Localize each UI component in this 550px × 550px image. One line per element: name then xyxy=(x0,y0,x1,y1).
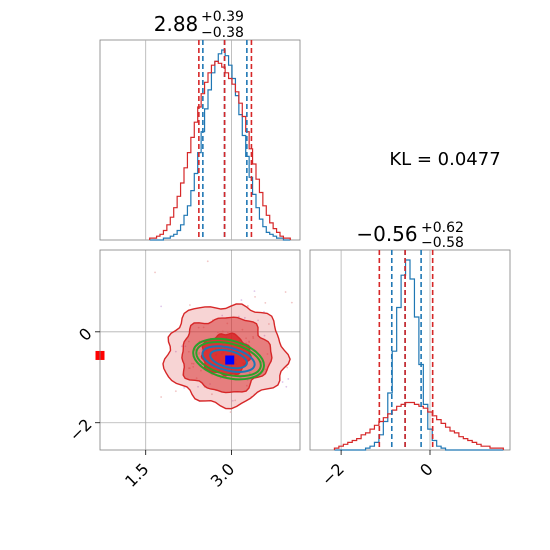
marginal-1-frame xyxy=(99,39,301,241)
joint-gaussian-ellipse xyxy=(201,345,256,373)
marginal-1-quantile-lines xyxy=(198,40,253,240)
joint-scatter-point xyxy=(263,334,266,337)
marginal-1-title: 2.88 xyxy=(154,12,199,36)
joint-scatter-point xyxy=(160,305,163,308)
marginal-2-title-upper: +0.62 xyxy=(421,220,464,236)
joint-scatter-point xyxy=(180,345,183,348)
marginal-1-hist-series-2 xyxy=(149,60,291,240)
joint-scatter-point xyxy=(221,314,224,317)
joint-scatter-point xyxy=(160,396,163,398)
joint-scatter-point xyxy=(154,271,156,274)
marginal-2-title-value: −0.56 xyxy=(356,222,417,246)
joint-scatter-point xyxy=(257,319,260,322)
joint-panel: 1.5 3.0 0 −2 xyxy=(66,249,360,491)
joint-scatter-point xyxy=(189,304,191,306)
kl-label: KL = 0.0477 xyxy=(389,149,500,170)
joint-gaussian-ellipse xyxy=(195,341,262,378)
joint-scatter-point xyxy=(253,290,256,293)
joint-xtick-label: 3.0 xyxy=(207,459,238,490)
marginal-2-grid xyxy=(340,250,431,450)
joint-scatter-point xyxy=(254,295,256,298)
joint-scatter-point xyxy=(287,378,290,380)
joint-ytick-label: 0 xyxy=(75,324,96,345)
marginal-1-panel: 2.88 +0.39 −0.38 xyxy=(99,9,301,241)
joint-gaussian-ellipse xyxy=(192,337,265,381)
joint-scatter-point xyxy=(285,385,288,388)
joint-x-ticks: 1.5 3.0 xyxy=(121,450,238,491)
marginal-1-title-value: 2.88 xyxy=(154,12,199,36)
marginal-2-hist-series-2 xyxy=(333,401,504,450)
joint-scatter-point xyxy=(237,315,240,318)
joint-gaussian-ellipses xyxy=(192,337,265,381)
marginal-2-xtick-label: −2 xyxy=(318,459,348,489)
joint-scatter-point xyxy=(174,350,177,353)
joint-y-ticks: 0 −2 xyxy=(66,324,100,445)
marginal-2-title-lower: −0.58 xyxy=(421,235,464,251)
joint-scatter-point xyxy=(304,396,306,398)
joint-scatter-point xyxy=(174,390,177,393)
joint-scatter-point xyxy=(211,393,213,396)
joint-marker xyxy=(225,355,235,365)
joint-scatter-point xyxy=(231,399,234,402)
marginal-1-histograms xyxy=(149,49,291,241)
joint-scatter-point xyxy=(290,301,293,304)
joint-scatter-point xyxy=(243,316,246,319)
marginal-2-x-ticks: −2 0 xyxy=(318,450,437,490)
joint-scatter-point xyxy=(246,304,249,307)
joint-frame xyxy=(99,249,301,451)
joint-xtick-label: 1.5 xyxy=(121,459,152,490)
joint-scatter-point xyxy=(358,343,360,345)
marginal-2-panel: −2 0 −0.56 +0.62 −0.58 xyxy=(309,220,511,490)
joint-scatter-point xyxy=(286,366,289,369)
joint-scatter-point xyxy=(284,291,287,293)
joint-scatter-point xyxy=(197,385,199,388)
joint-gaussian-ellipse xyxy=(209,348,248,370)
marginal-1-hist-series-1 xyxy=(149,49,291,241)
joint-scatter-point xyxy=(240,299,243,301)
marginal-1-title-upper: +0.39 xyxy=(201,9,244,25)
marginal-1-grid xyxy=(145,40,232,240)
marginal-2-histograms xyxy=(333,259,504,451)
marginal-1-title-lower: −0.38 xyxy=(201,25,244,41)
joint-scatter-point xyxy=(183,386,186,389)
joint-scatter-point xyxy=(229,411,232,413)
marginal-2-xtick-label: 0 xyxy=(416,459,437,480)
joint-scatter-point xyxy=(234,399,237,402)
joint-scatter-point xyxy=(303,350,305,352)
joint-scatter-point xyxy=(264,301,267,304)
joint-scatter-point xyxy=(268,323,270,325)
marginal-2-frame xyxy=(309,249,511,451)
marginal-2-quantile-lines xyxy=(378,250,434,450)
joint-scatter-point xyxy=(281,381,284,383)
joint-ytick-label: −2 xyxy=(66,415,96,445)
marginal-2-hist-series-1 xyxy=(334,259,504,451)
joint-scatter-point xyxy=(206,260,209,263)
